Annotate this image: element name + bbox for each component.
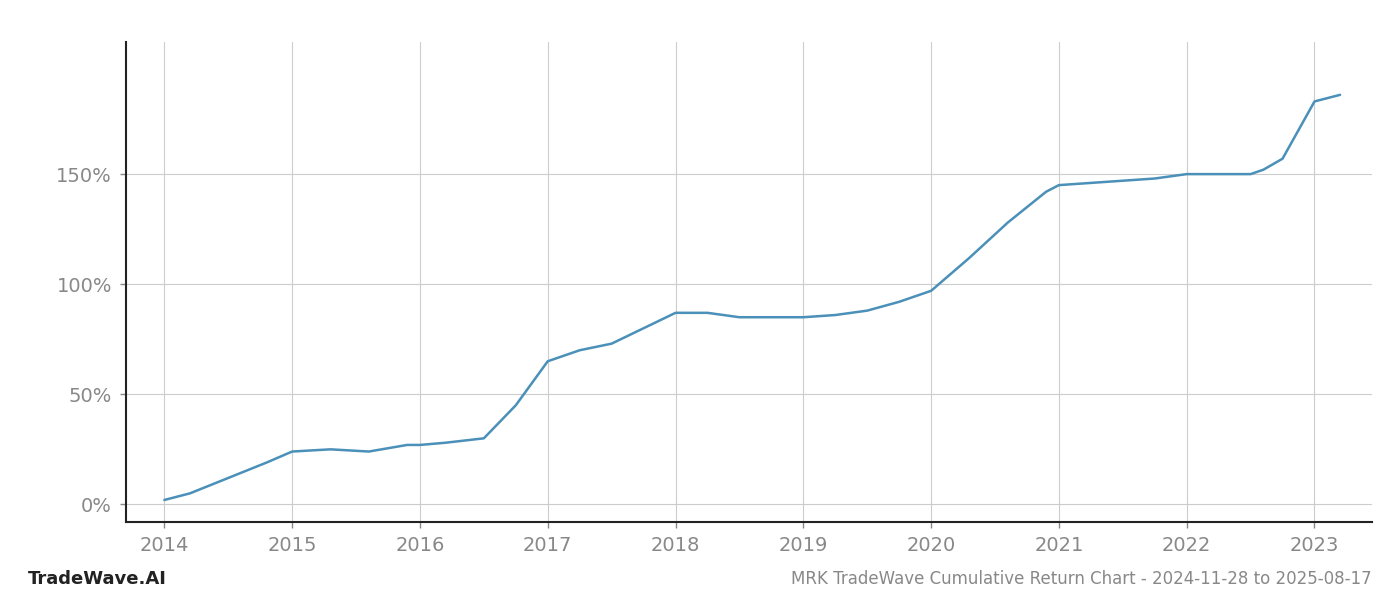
Text: MRK TradeWave Cumulative Return Chart - 2024-11-28 to 2025-08-17: MRK TradeWave Cumulative Return Chart - … (791, 570, 1372, 588)
Text: TradeWave.AI: TradeWave.AI (28, 570, 167, 588)
